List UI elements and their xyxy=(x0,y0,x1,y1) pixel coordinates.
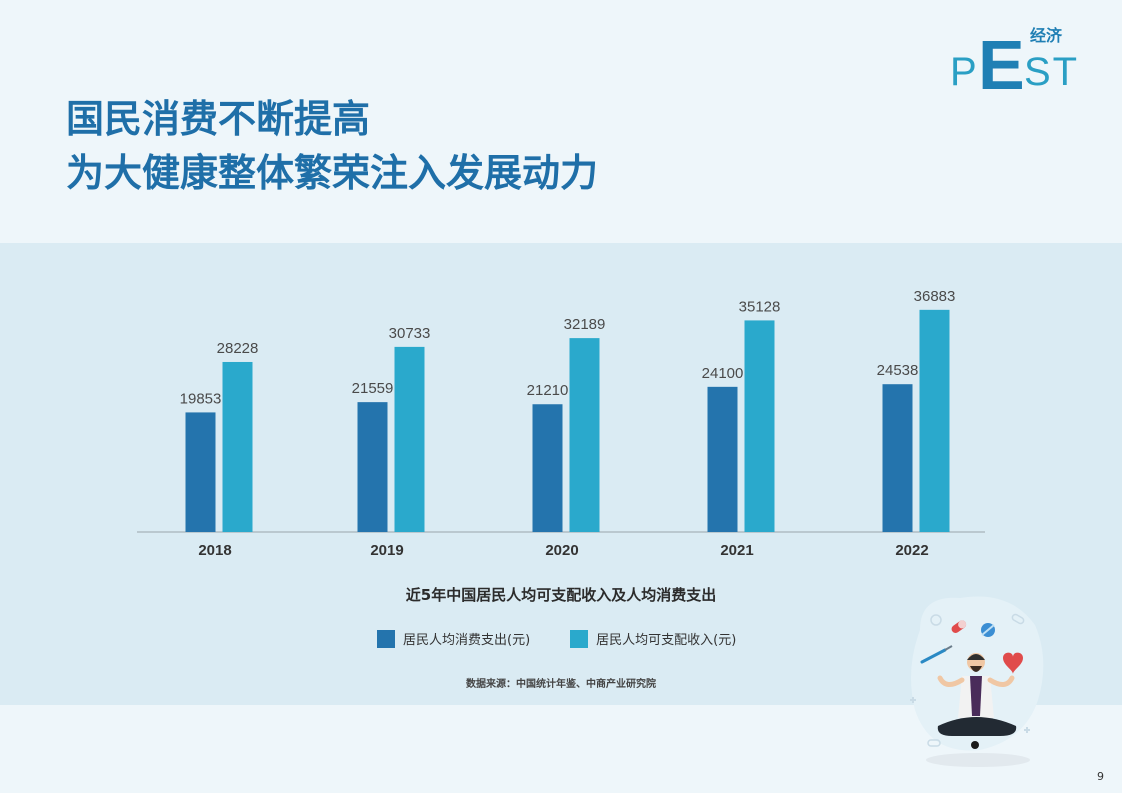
bar-income-2019 xyxy=(394,346,425,532)
logo-chinese: 经济 xyxy=(1030,26,1063,45)
bar-spending-2018 xyxy=(185,412,216,532)
legend-swatch-income xyxy=(570,629,589,648)
bar-income-2022 xyxy=(919,309,950,532)
bar-value-label-spending-2019: 21559 xyxy=(352,380,394,397)
bar-value-label-income-2018: 28228 xyxy=(217,340,259,357)
bar-value-label-income-2020: 32189 xyxy=(564,316,606,333)
legend-item-income: 居民人均可支配收入(元) xyxy=(570,629,736,648)
x-tick-label-2018: 2018 xyxy=(198,542,231,559)
x-tick-label-2022: 2022 xyxy=(895,542,928,559)
bar-value-label-spending-2021: 24100 xyxy=(702,365,744,382)
x-tick-label-2020: 2020 xyxy=(545,542,578,559)
pest-logo: P E ST 经济 xyxy=(950,26,1090,101)
bar-value-label-spending-2020: 21210 xyxy=(527,382,569,399)
bar-spending-2021 xyxy=(707,386,738,532)
legend-swatch-spending xyxy=(377,629,395,648)
page-title-line1: 国民消费不断提高 xyxy=(66,97,371,141)
bar-spending-2022 xyxy=(882,384,913,532)
bar-value-label-income-2022: 36883 xyxy=(914,288,956,305)
legend-item-spending: 居民人均消费支出(元) xyxy=(377,629,530,648)
bar-chart: 19853 28228 2018 21559 30733 2019 21210 32189 20… xyxy=(137,288,985,559)
x-tick-label-2021: 2021 xyxy=(720,542,753,559)
logo-letter-e: E xyxy=(978,26,1025,104)
pill-icon xyxy=(951,620,967,633)
bar-spending-2020 xyxy=(532,404,563,532)
bar-income-2021 xyxy=(744,320,775,532)
bar-value-label-income-2021: 35128 xyxy=(739,298,781,315)
bar-value-label-spending-2018: 19853 xyxy=(180,390,222,407)
logo-letter-p: P xyxy=(950,50,979,94)
bar-income-2020 xyxy=(569,338,600,532)
bar-value-label-spending-2022: 24538 xyxy=(877,362,919,379)
chart-title: 近5年中国居民人均可支配收入及人均消费支出 xyxy=(405,586,717,604)
meditating-person-illustration xyxy=(910,596,1044,767)
chart-legend: 居民人均消费支出(元) 居民人均可支配收入(元) xyxy=(377,629,736,648)
bar-income-2018 xyxy=(222,361,253,532)
logo-letters-st: ST xyxy=(1024,50,1080,94)
page-title: 国民消费不断提高 为大健康整体繁荣注入发展动力 xyxy=(66,92,598,200)
legend-label-income: 居民人均可支配收入(元) xyxy=(596,633,737,648)
chart-panel: 19853 28228 2018 21559 30733 2019 21210 32189 20… xyxy=(0,243,1122,705)
x-tick-label-2019: 2019 xyxy=(370,542,403,559)
page-title-line2: 为大健康整体繁荣注入发展动力 xyxy=(66,151,599,195)
legend-label-spending: 居民人均消费支出(元) xyxy=(403,633,531,648)
page-number: 9 xyxy=(1097,770,1104,783)
data-source: 数据来源：中国统计年鉴、中商产业研究院 xyxy=(466,679,656,690)
bar-spending-2019 xyxy=(357,402,388,532)
bar-value-label-income-2019: 30733 xyxy=(389,325,431,342)
